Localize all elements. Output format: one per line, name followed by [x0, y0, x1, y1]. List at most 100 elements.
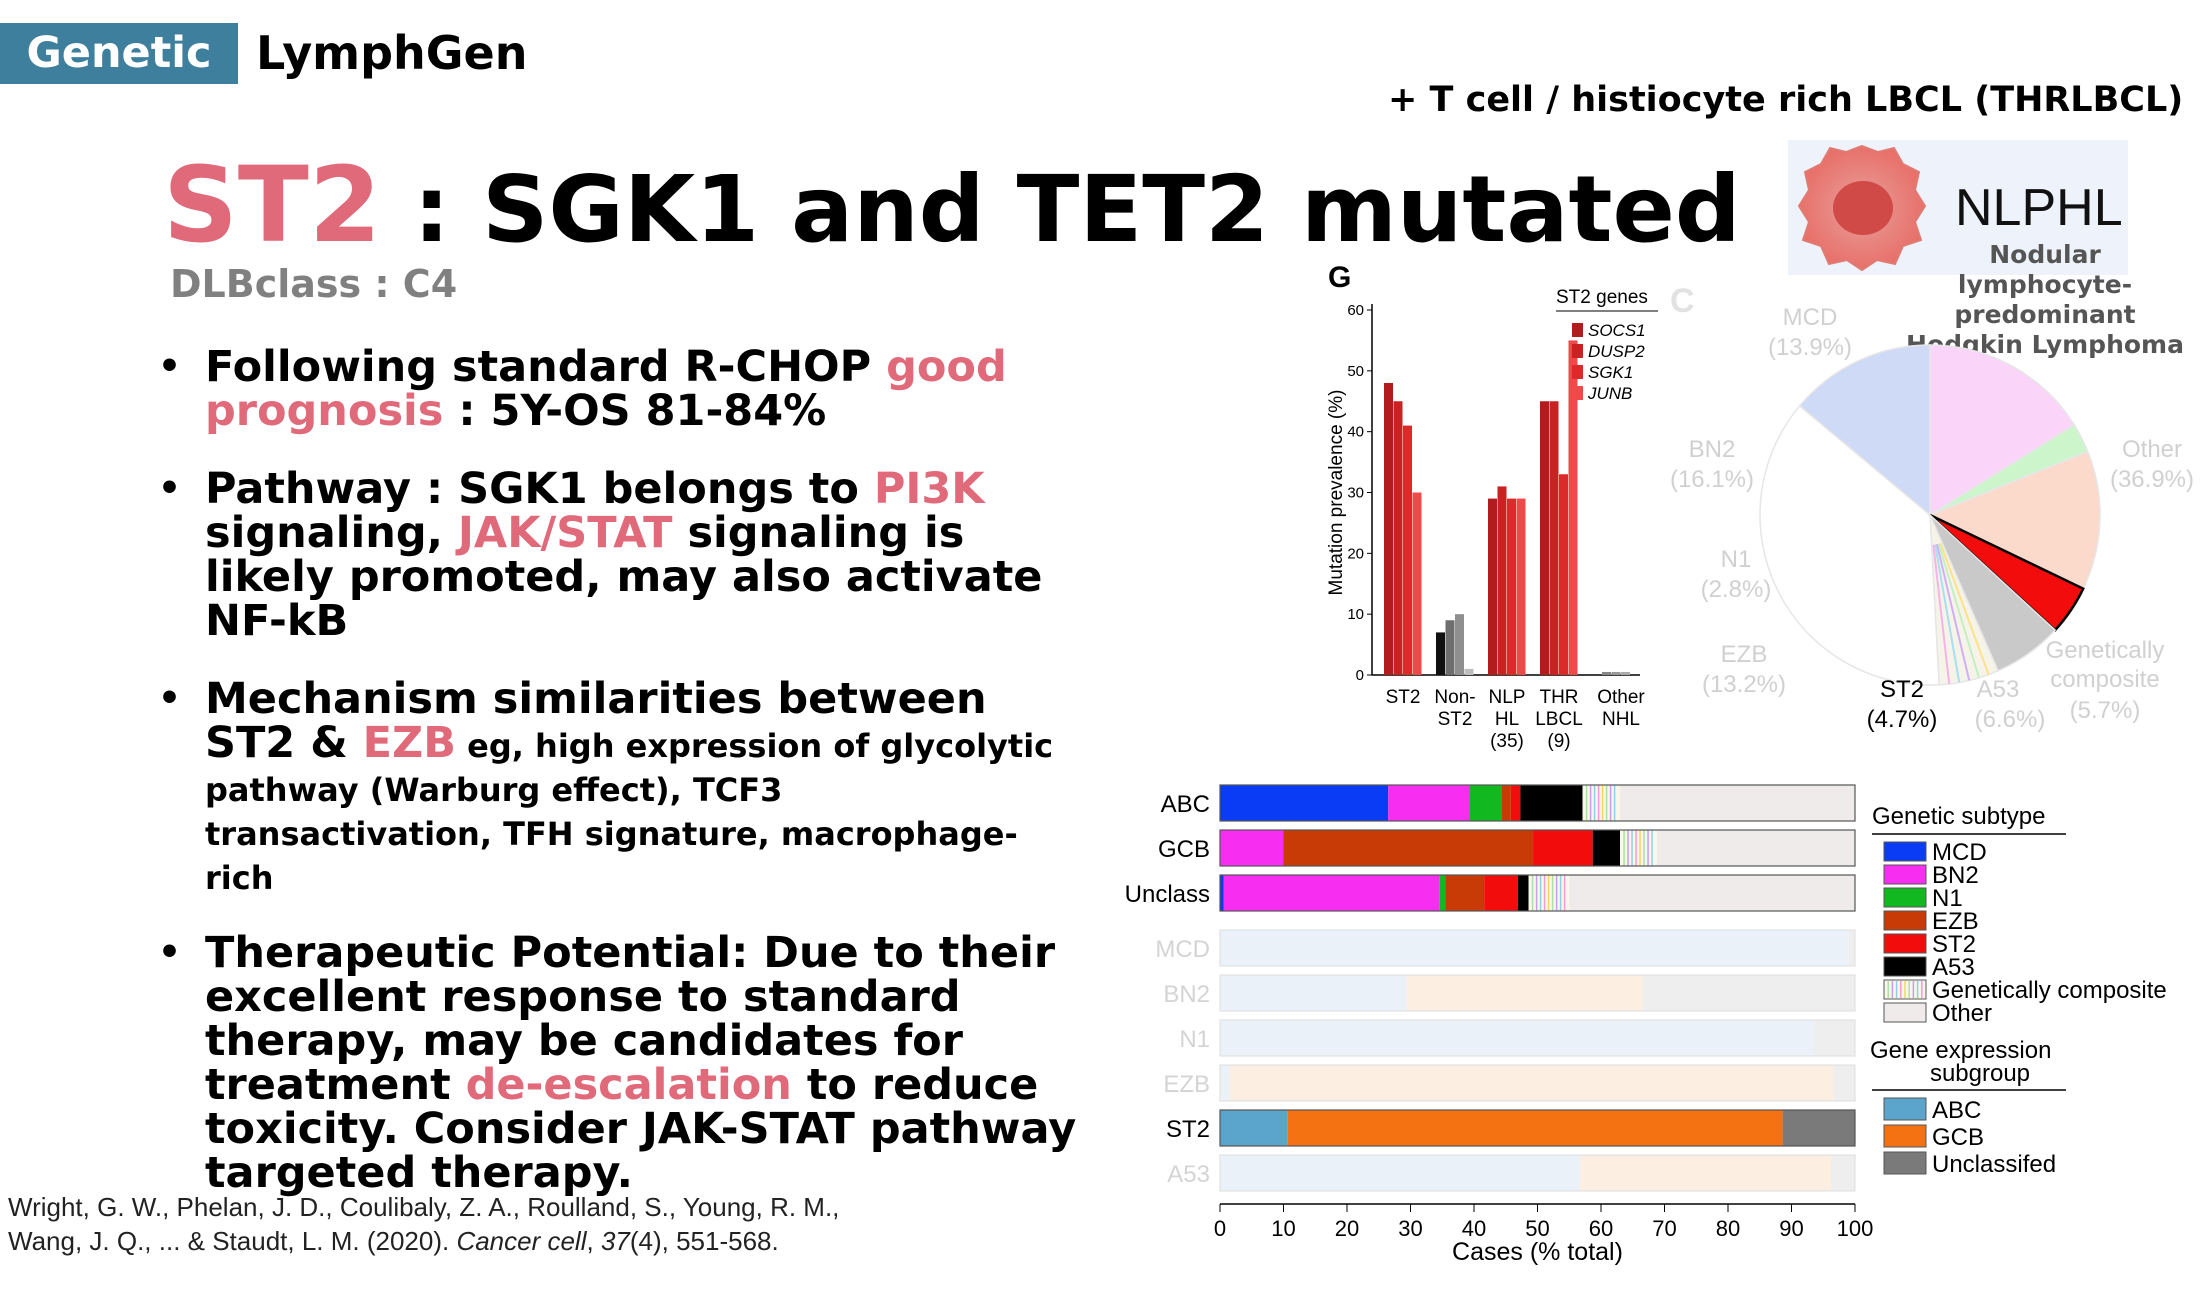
pie-label-name: N1 [1721, 546, 1752, 573]
segment-unclass-other [1569, 875, 1855, 911]
row-frame [1219, 829, 1856, 867]
title-rest: : SGK1 and TET2 mutated [381, 156, 1741, 263]
legend-swatch-dusp2 [1572, 344, 1583, 358]
row-label-st2: ST2 [1166, 1116, 1210, 1143]
segment-abc-genetically-composite [1582, 785, 1621, 821]
segment-gcb-other [1656, 830, 1855, 866]
pie-label-pct: (13.2%) [1702, 671, 1786, 698]
legend-swatch-mcd [1883, 841, 1927, 862]
bar-socs1-4 [1602, 671, 1611, 675]
legend-swatch-bn2 [1883, 864, 1927, 885]
nlphl-label: NLPHL [1955, 179, 2123, 237]
segment-mcd-abc [1220, 930, 1849, 966]
x-tick-label: 40 [1462, 1216, 1486, 1241]
legend-swatch-n1 [1883, 887, 1927, 908]
genetic-tag: Genetic [0, 23, 238, 84]
mutation-prevalence-chart: G 0 10 20 30 40 50 60 Mutation prevalence (%) ST2… [1326, 261, 1658, 752]
y-tick-label: 0 [1356, 667, 1364, 684]
x-category-label: NHL [1602, 709, 1640, 730]
legend-label-mcd: MCD [1932, 839, 1987, 866]
x-tick-label: 30 [1398, 1216, 1422, 1241]
pie-label-pct: (2.8%) [1701, 576, 1772, 603]
legend-swatch-junb [1572, 386, 1583, 400]
segment-n1-unclassifed [1813, 1020, 1855, 1056]
composite-stripe [1937, 543, 1980, 679]
pie-slice-other [1759, 404, 1940, 686]
x-tick-label: 100 [1837, 1216, 1874, 1241]
citation: Wright, G. W., Phelan, J. D., Coulibaly,… [8, 1192, 840, 1256]
bar-socs1-1 [1436, 632, 1445, 675]
panel-label: G [1328, 261, 1351, 294]
legend-genetic-title: Genetic subtype [1872, 803, 2045, 830]
bar-dusp2-2 [1497, 486, 1507, 675]
segment-gcb-ezb [1283, 830, 1534, 866]
segment-gcb-a53 [1592, 830, 1621, 866]
pie-label-composite-name: Genetically [2046, 637, 2165, 664]
segment-bn2-gcb [1406, 975, 1643, 1011]
row-frame [1219, 974, 1856, 1012]
pie-label-pct: (13.9%) [1768, 334, 1852, 361]
x-category-label: (35) [1490, 731, 1524, 752]
composite-stripe [1939, 542, 1990, 675]
legend-swatch-sgk1 [1572, 365, 1583, 379]
pie-slice-ezb [1928, 450, 2101, 590]
segment-abc-other [1620, 785, 1855, 821]
bar-junb-2 [1516, 498, 1526, 675]
x-axis-label: Cases (% total) [1452, 1238, 1623, 1265]
x-tick-label: 60 [1589, 1216, 1613, 1241]
x-category-label: NLP [1489, 687, 1526, 708]
legend-swatch-st2 [1883, 933, 1927, 954]
y-tick-label: 30 [1347, 485, 1364, 502]
cell-icon [1797, 144, 1927, 272]
legend-label-socs1: SOCS1 [1588, 321, 1646, 340]
segment-ezb-gcb [1229, 1065, 1834, 1101]
composite-stripe [1935, 543, 1971, 681]
pie-label-name: MCD [1783, 304, 1838, 331]
x-tick-label: 80 [1716, 1216, 1740, 1241]
segment-unclass-a53 [1517, 875, 1529, 911]
segment-unclass-mcd [1220, 875, 1224, 911]
segment-abc-a53 [1520, 785, 1583, 821]
pie-label-pct: (6.6%) [1975, 706, 2046, 733]
pie-label-composite-pct: (5.7%) [2070, 697, 2141, 724]
pie-label-name: A53 [1977, 676, 2020, 703]
row-label-a53: A53 [1167, 1161, 1210, 1188]
x-tick-label: 70 [1652, 1216, 1676, 1241]
row-label-abc: ABC [1161, 791, 1210, 818]
y-tick-label: 60 [1347, 302, 1364, 319]
pie-label-name: EZB [1721, 641, 1768, 668]
composite-stripe [1932, 544, 1951, 685]
legend-label-a53: A53 [1932, 954, 1975, 981]
row-label-n1: N1 [1179, 1026, 1210, 1053]
segment-n1-abc [1220, 1020, 1814, 1056]
legend-label-unclassifed: Unclassifed [1932, 1151, 2056, 1178]
bar-socs1-0 [1384, 383, 1393, 675]
nlphl-description: Nodular lymphocyte-predominant Hodgkin Ly… [1906, 240, 2184, 359]
legend-label-sgk1: SGK1 [1588, 363, 1633, 382]
legend-label-bn2: BN2 [1932, 862, 1979, 889]
bullet-mechanism: Mechanism similarities between ST2 & EZB… [150, 677, 1080, 897]
bar-socs1-3 [1540, 401, 1549, 675]
segment-a53-gcb [1580, 1155, 1831, 1191]
bar-sgk1-2 [1507, 498, 1516, 675]
segment-st2-gcb [1287, 1110, 1783, 1146]
legend-expr-title: subgroup [1930, 1060, 2030, 1087]
panel-label: C [1670, 282, 1695, 320]
x-tick-label: 0 [1214, 1216, 1226, 1241]
bullet-list: Following standard R-CHOP good prognosis… [150, 345, 1080, 1229]
segment-unclass-ezb [1445, 875, 1485, 911]
x-category-label: THR [1539, 687, 1578, 708]
segment-unclass-n1 [1439, 875, 1446, 911]
segment-gcb-st2 [1533, 830, 1593, 866]
x-category-label: LBCL [1535, 709, 1583, 730]
row-label-ezb: EZB [1163, 1071, 1210, 1098]
row-frame [1219, 1109, 1856, 1147]
legend-label-dusp2: DUSP2 [1588, 342, 1645, 361]
legend-label-st2: ST2 [1932, 931, 1976, 958]
legend-swatch-gcb [1883, 1124, 1927, 1148]
segment-abc-st2 [1510, 785, 1521, 821]
row-frame [1219, 784, 1856, 822]
legend-swatch-socs1 [1572, 323, 1583, 337]
y-tick-label: 10 [1347, 606, 1364, 623]
legend-swatch-ezb [1883, 910, 1927, 931]
